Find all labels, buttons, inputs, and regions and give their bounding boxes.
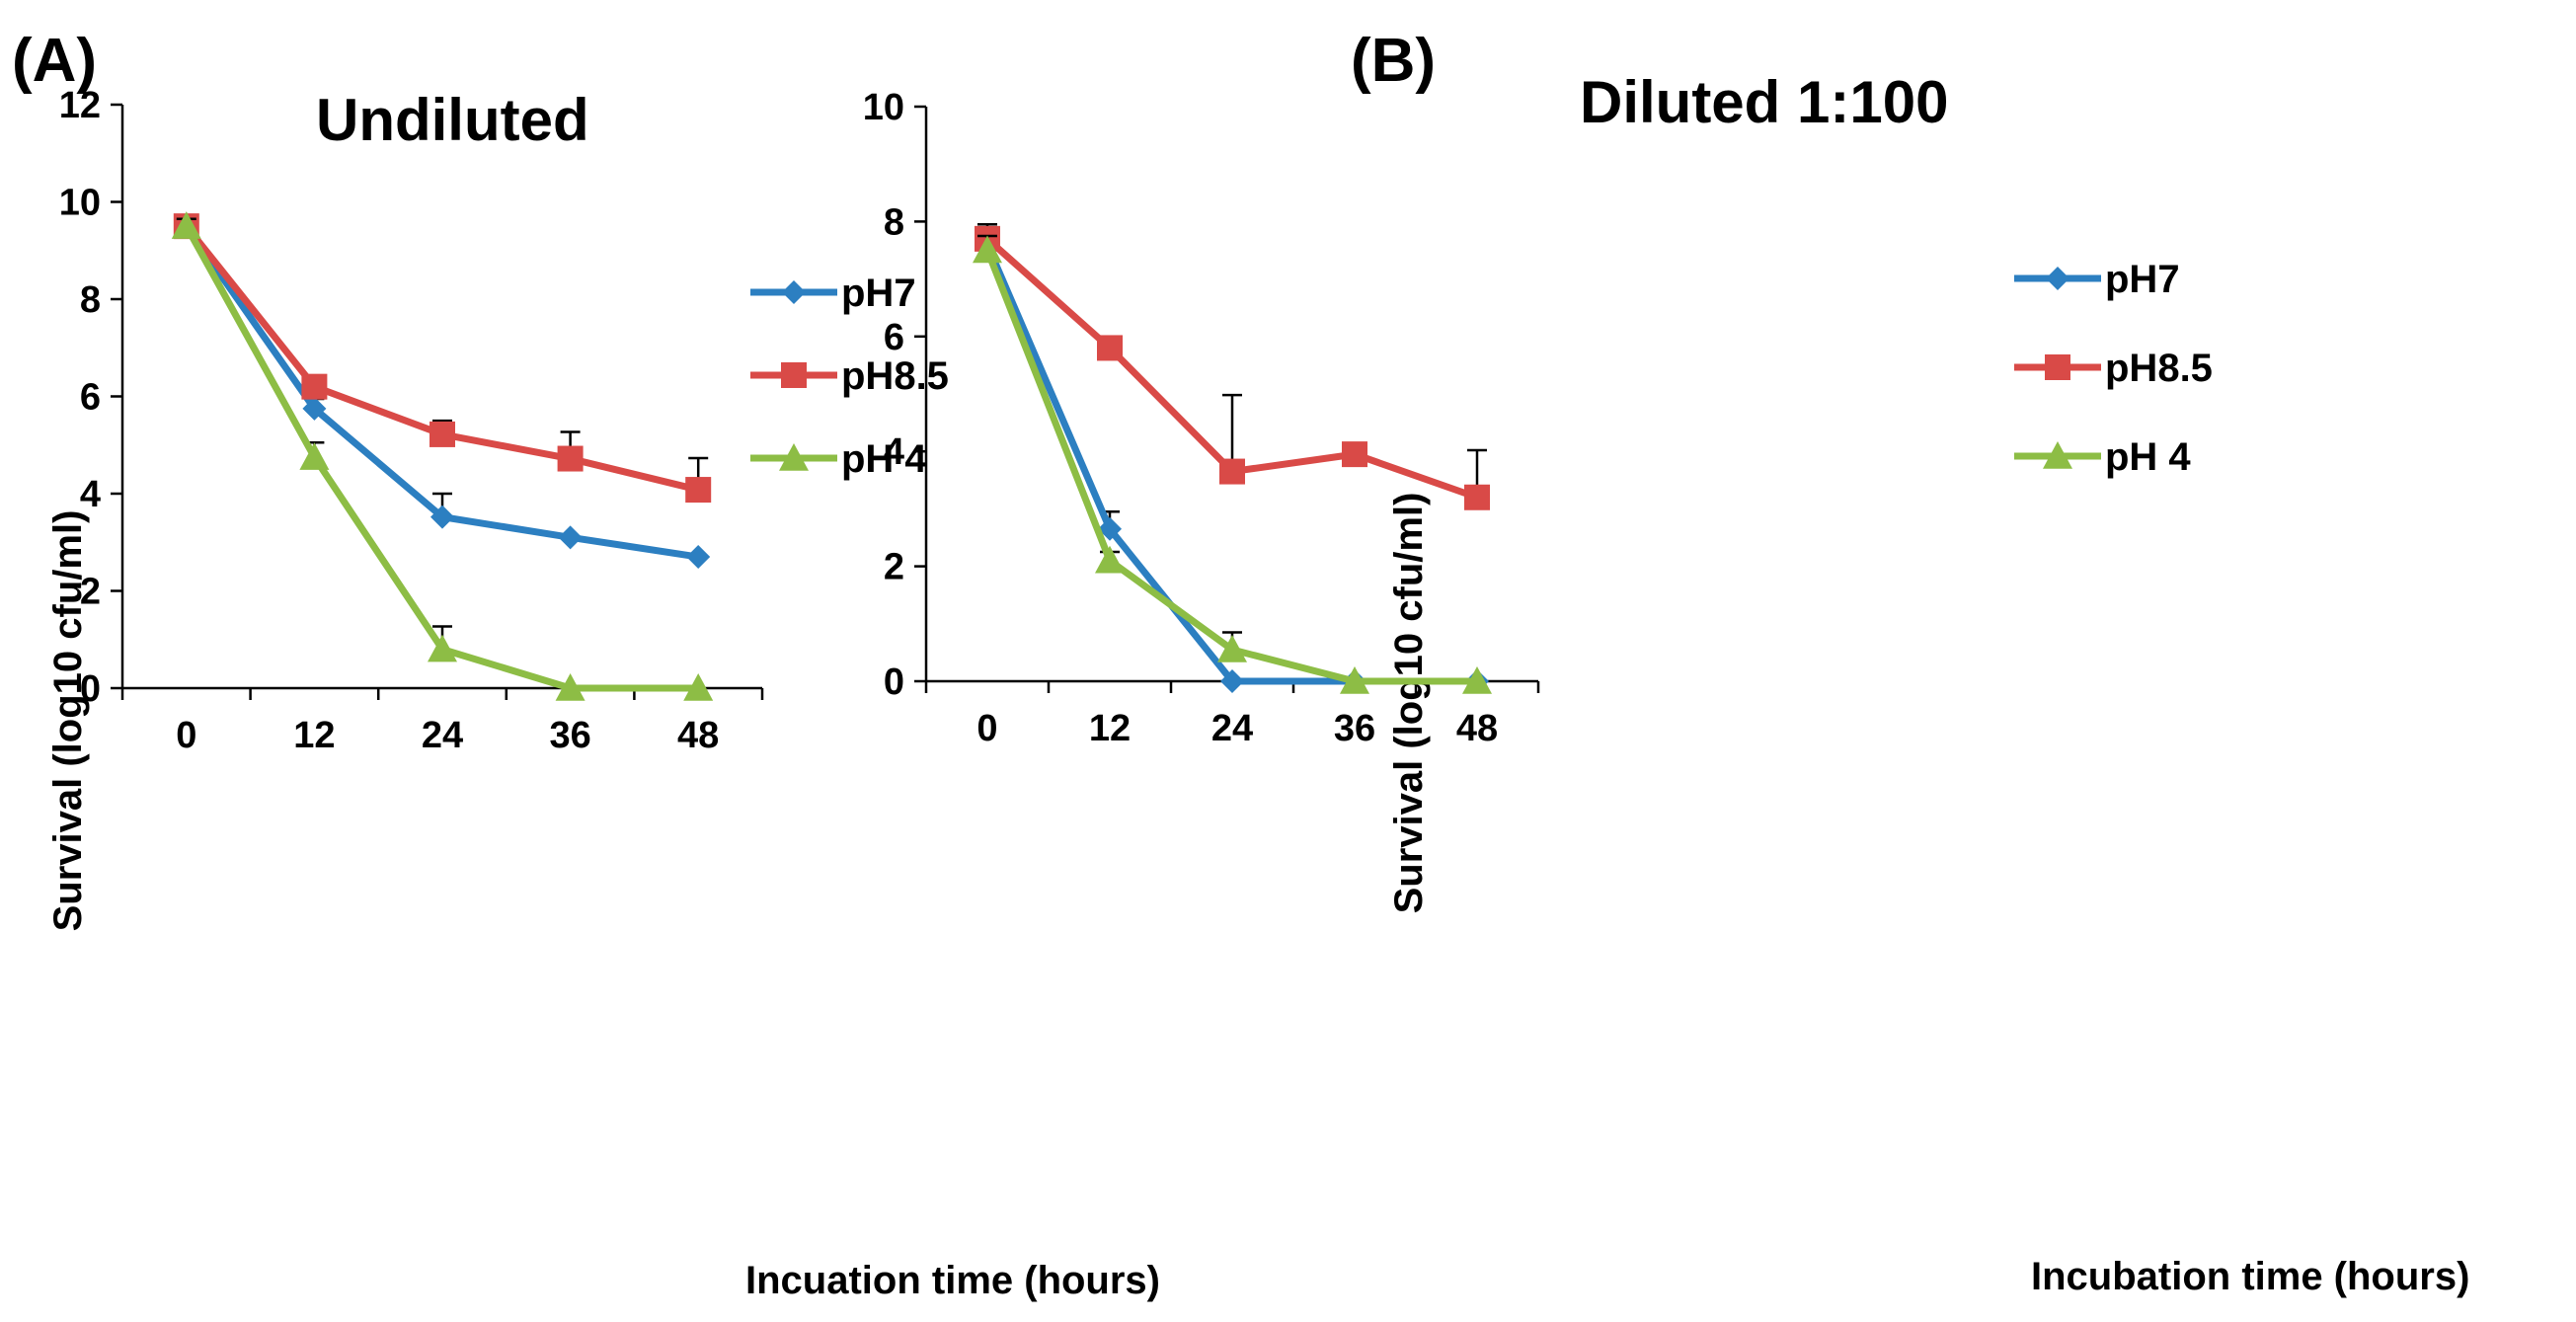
panel-b-x-tick-label: 24: [1211, 708, 1253, 749]
panel-a-ylabel: Survival (log10 cfu/ml): [46, 510, 90, 932]
panel-a-x-tick-label: 12: [293, 715, 335, 756]
panel-b-y-tick-label: 10: [863, 87, 904, 128]
panel-a-title: Undiluted: [316, 87, 589, 153]
panel-b-label: (B): [1351, 27, 1436, 95]
data-point: [558, 525, 583, 550]
data-point: [555, 673, 585, 701]
data-point: [1464, 484, 1490, 510]
data-point: [429, 421, 455, 447]
panel-b-series-ph4: [973, 234, 1492, 694]
data-point: [299, 442, 330, 470]
panel-b-series-ph8.5: [975, 223, 1490, 510]
data-point: [1098, 516, 1122, 541]
panel-b-xlabel: Incubation time (hours): [2031, 1255, 2469, 1298]
data-point: [171, 211, 201, 239]
panel-a-series-ph8.5: [173, 213, 712, 504]
panel-a-x-tick-label: 36: [549, 715, 590, 756]
data-point: [302, 396, 327, 421]
panel-b-title: Diluted 1:100: [1580, 69, 1948, 135]
legend-label: pH8.5: [841, 354, 949, 398]
data-point: [301, 373, 328, 400]
data-point: [1097, 335, 1123, 361]
panel-b-y-tick-label: 4: [884, 431, 904, 473]
legend-label: pH8.5: [2105, 347, 2213, 390]
panel-b-x-tick-label: 48: [1456, 708, 1498, 749]
data-point: [1342, 441, 1367, 468]
data-point: [1462, 666, 1492, 694]
panel-a-label: (A): [12, 27, 97, 95]
panel-b-x-tick-label: 36: [1334, 708, 1375, 749]
panel-a: (A) Undiluted Incuation time (hours) Sur…: [12, 27, 1160, 1302]
panel-b-legend: pH7 pH8.5 pH 4: [2014, 258, 2213, 479]
data-point: [683, 673, 714, 701]
data-point: [1217, 634, 1247, 662]
legend-label: pH7: [2105, 258, 2180, 301]
panel-a-series-ph7: [174, 214, 711, 570]
panel-a-x-tick-label: 0: [176, 715, 196, 756]
data-point: [428, 634, 457, 662]
legend-label: pH7: [841, 272, 916, 315]
data-point: [1340, 666, 1369, 694]
panel-b-y-tick-label: 6: [884, 317, 904, 358]
panel-b-ylabel: Survival (log10 cfu/ml): [1387, 493, 1431, 914]
legend-label: pH 4: [841, 437, 927, 481]
legend-marker: [781, 362, 807, 388]
data-point: [973, 235, 1002, 264]
panel-a-y-tick-label: 4: [80, 474, 101, 515]
panel-b-x-tick-label: 12: [1089, 708, 1131, 749]
panel-a-legend: pH7 pH8.5 pH 4: [750, 272, 949, 481]
panel-a-y-tick-label: 6: [80, 377, 101, 419]
data-point: [557, 445, 584, 472]
panel-a-y-tick-label: 2: [80, 572, 101, 613]
data-point: [1220, 669, 1244, 693]
data-point: [1095, 545, 1125, 574]
data-point: [686, 545, 711, 570]
panel-b-y-tick-label: 0: [884, 661, 904, 703]
panel-a-xlabel: Incuation time (hours): [745, 1259, 1160, 1302]
series-line: [183, 224, 699, 692]
panel-a-y-tick-label: 12: [59, 85, 101, 126]
panel-a-y-tick-label: 10: [59, 183, 101, 224]
panel-b-y-tick-label: 2: [884, 547, 904, 588]
legend-marker: [779, 443, 809, 471]
data-point: [430, 505, 454, 529]
panel-a-x-tick-label: 24: [422, 715, 463, 756]
legend-marker: [2046, 267, 2069, 290]
panel-a-y-tick-label: 0: [80, 668, 101, 710]
panel-b: (B) Diluted 1:100 Incubation time (hours…: [863, 27, 2470, 1298]
panel-a-y-tick-label: 8: [80, 279, 101, 321]
legend-marker: [2043, 441, 2072, 469]
data-point: [1219, 458, 1245, 485]
panel-a-x-tick-label: 48: [677, 715, 719, 756]
panel-a-series-ph4: [171, 211, 714, 701]
legend-label: pH 4: [2105, 435, 2191, 479]
data-point: [685, 477, 712, 504]
panel-b-x-tick-label: 0: [976, 708, 997, 749]
legend-marker: [2045, 354, 2070, 380]
panel-b-y-tick-label: 8: [884, 201, 904, 243]
legend-marker: [782, 280, 806, 304]
